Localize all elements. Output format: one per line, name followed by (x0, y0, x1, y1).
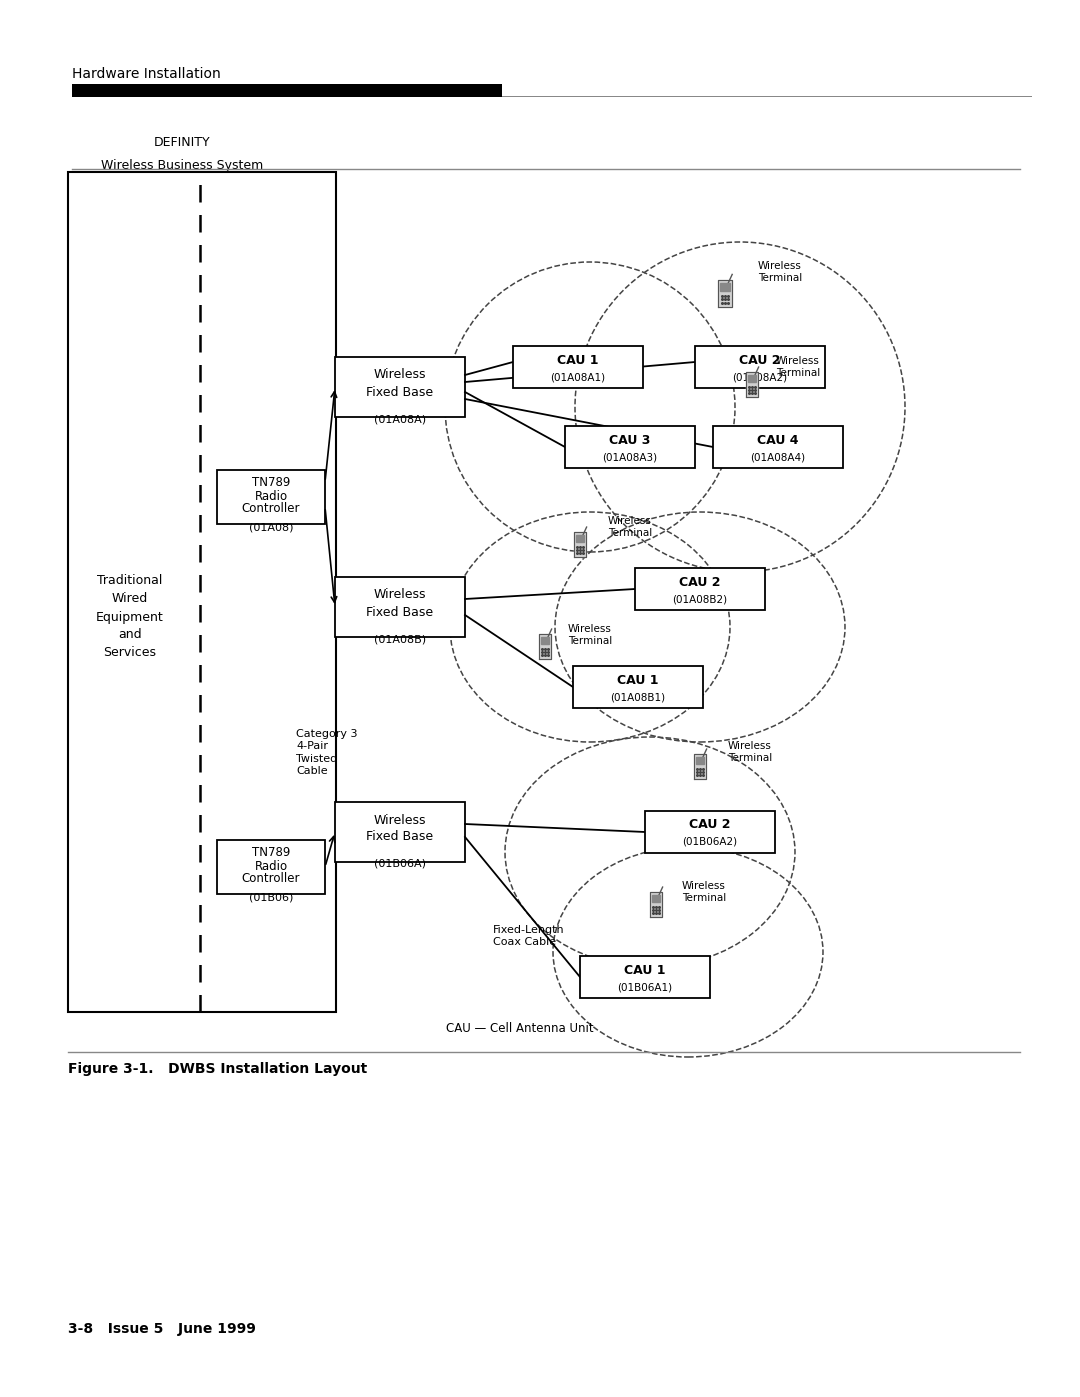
Text: CAU 1: CAU 1 (618, 673, 659, 686)
Text: (01A08B): (01A08B) (374, 634, 427, 644)
Polygon shape (650, 891, 662, 916)
Text: Wireless: Wireless (374, 813, 427, 827)
Bar (573, 666, 703, 708)
Bar (72, 95, 1032, 96)
Text: CAU 4: CAU 4 (757, 433, 799, 447)
Text: Wireless
Terminal: Wireless Terminal (608, 517, 652, 538)
Text: (01B06): (01B06) (248, 893, 293, 902)
Text: Hardware Installation: Hardware Installation (72, 67, 220, 81)
Text: Controller: Controller (242, 873, 300, 886)
Bar (696, 346, 825, 388)
Text: Wireless
Terminal: Wireless Terminal (777, 356, 820, 377)
Text: Figure 3-1.   DWBS Installation Layout: Figure 3-1. DWBS Installation Layout (68, 1062, 367, 1076)
Bar (72, 84, 502, 96)
Text: (01A08A2): (01A08A2) (732, 372, 787, 381)
Bar (335, 358, 465, 416)
Text: DEFINITY: DEFINITY (153, 136, 211, 149)
Text: CAU 3: CAU 3 (609, 433, 650, 447)
Polygon shape (576, 535, 584, 542)
Text: (01A08B1): (01A08B1) (610, 692, 665, 703)
Text: TN789: TN789 (252, 476, 291, 489)
Bar (565, 426, 696, 468)
Text: Wireless
Terminal: Wireless Terminal (728, 742, 772, 763)
Text: Wireless
Terminal: Wireless Terminal (568, 624, 612, 645)
Bar (513, 346, 643, 388)
Polygon shape (696, 757, 704, 764)
Polygon shape (651, 895, 660, 902)
Text: (01B06A): (01B06A) (374, 859, 426, 869)
Bar (68, 172, 336, 1011)
Text: Fixed Base: Fixed Base (366, 386, 433, 398)
Text: (01A08A3): (01A08A3) (603, 453, 658, 462)
Text: Wireless
Terminal: Wireless Terminal (681, 882, 726, 902)
Bar (217, 840, 325, 894)
Text: Category 3
4-Pair
Twisted
Cable: Category 3 4-Pair Twisted Cable (296, 729, 357, 777)
Text: Wireless: Wireless (374, 588, 427, 602)
Text: CAU 1: CAU 1 (557, 353, 598, 366)
Polygon shape (747, 376, 756, 383)
Text: (01A08A): (01A08A) (374, 414, 427, 425)
Text: Wireless Business System: Wireless Business System (100, 159, 264, 172)
Text: (01A08A1): (01A08A1) (551, 372, 606, 381)
Bar (713, 426, 843, 468)
Text: Fixed Base: Fixed Base (366, 605, 433, 619)
Text: 3-8   Issue 5   June 1999: 3-8 Issue 5 June 1999 (68, 1322, 256, 1336)
Text: CAU 2: CAU 2 (679, 576, 720, 588)
Bar (335, 802, 465, 862)
Polygon shape (718, 279, 731, 307)
Text: CAU 2: CAU 2 (739, 353, 781, 366)
Text: (01B06A2): (01B06A2) (683, 837, 738, 847)
Text: CAU 2: CAU 2 (689, 819, 731, 831)
Polygon shape (541, 637, 550, 644)
Text: (01A08A4): (01A08A4) (751, 453, 806, 462)
Polygon shape (720, 284, 730, 291)
Bar (635, 569, 765, 610)
Text: CAU — Cell Antenna Unit: CAU — Cell Antenna Unit (446, 1023, 594, 1035)
Text: Wireless: Wireless (374, 369, 427, 381)
Bar (335, 577, 465, 637)
Text: CAU 1: CAU 1 (624, 964, 665, 977)
Text: Radio: Radio (255, 859, 287, 873)
Text: Fixed-Length
Coax Cable: Fixed-Length Coax Cable (492, 925, 565, 947)
Polygon shape (746, 372, 758, 397)
Bar (645, 812, 775, 854)
Text: TN789: TN789 (252, 847, 291, 859)
Text: (01A08): (01A08) (248, 522, 294, 534)
Text: (01A08B2): (01A08B2) (673, 594, 728, 604)
Polygon shape (694, 754, 706, 780)
Text: Controller: Controller (242, 503, 300, 515)
Polygon shape (573, 532, 586, 557)
Bar (217, 469, 325, 524)
Text: (01B06A1): (01B06A1) (618, 982, 673, 992)
Text: Fixed Base: Fixed Base (366, 830, 433, 844)
Text: Traditional
Wired
Equipment
and
Services: Traditional Wired Equipment and Services (96, 574, 164, 659)
Bar (580, 956, 710, 997)
Text: Radio: Radio (255, 489, 287, 503)
Polygon shape (539, 634, 551, 659)
Text: Wireless
Terminal: Wireless Terminal (758, 261, 802, 282)
